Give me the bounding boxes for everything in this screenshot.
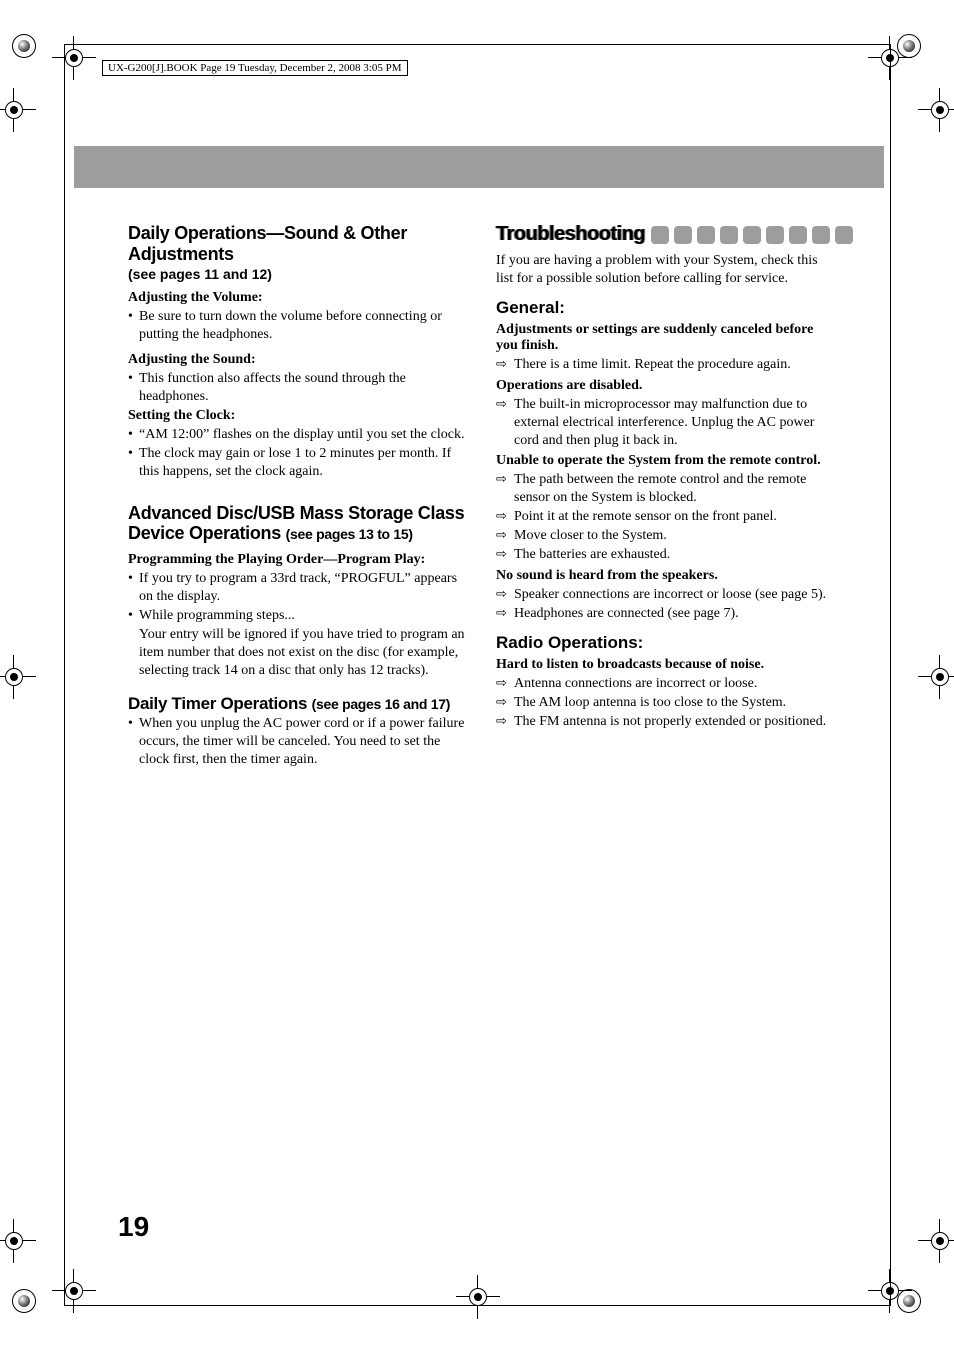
- troubleshooting-title: Troubleshooting: [496, 223, 645, 246]
- problem: Adjustments or settings are suddenly can…: [496, 322, 838, 354]
- cross-left-bot: [0, 1219, 36, 1263]
- solution: The batteries are exhausted.: [496, 546, 838, 564]
- section-title: Advanced Disc/USB Mass Storage Class Dev…: [128, 503, 470, 544]
- dot-icon: [743, 226, 761, 244]
- section-title: Daily Operations—Sound & Other Adjustmen…: [128, 223, 470, 264]
- problem: Operations are disabled.: [496, 378, 838, 394]
- right-column: Troubleshooting If you are having a prob…: [496, 223, 838, 770]
- solution: Speaker connections are incorrect or loo…: [496, 586, 838, 604]
- left-column: Daily Operations—Sound & Other Adjustmen…: [128, 223, 470, 770]
- bullet: “AM 12:00” flashes on the display until …: [128, 426, 470, 444]
- cross-left: [0, 88, 36, 132]
- dot-icon: [812, 226, 830, 244]
- solution: The AM loop antenna is too close to the …: [496, 694, 838, 712]
- section-title: Daily Timer Operations (see pages 16 and…: [128, 694, 470, 714]
- section-title-text: Daily Timer Operations: [128, 694, 307, 713]
- solution: Headphones are connected (see page 7).: [496, 605, 838, 623]
- solution: The built-in microprocessor may malfunct…: [496, 396, 838, 450]
- section-sub: (see pages 16 and 17): [312, 696, 450, 712]
- section-sub: (see pages 13 to 15): [286, 526, 413, 542]
- subheading: Setting the Clock:: [128, 408, 470, 424]
- decorative-dots: [651, 226, 853, 244]
- intro-text: If you are having a problem with your Sy…: [496, 252, 838, 288]
- reg-bottom-left: [12, 1289, 36, 1313]
- bullet: When you unplug the AC power cord or if …: [128, 715, 470, 769]
- subsection-title: Radio Operations:: [496, 633, 838, 653]
- book-info: UX-G200[J].BOOK Page 19 Tuesday, Decembe…: [102, 60, 408, 76]
- dot-icon: [766, 226, 784, 244]
- solution: The FM antenna is not properly extended …: [496, 713, 838, 731]
- dot-icon: [835, 226, 853, 244]
- solution: Point it at the remote sensor on the fro…: [496, 508, 838, 526]
- dot-icon: [789, 226, 807, 244]
- header-band: [74, 146, 884, 188]
- solution: Move closer to the System.: [496, 527, 838, 545]
- troubleshooting-header: Troubleshooting: [496, 223, 838, 246]
- solution: Antenna connections are incorrect or loo…: [496, 675, 838, 693]
- bullet: If you try to program a 33rd track, “PRO…: [128, 570, 470, 606]
- bullet: While programming steps...: [128, 607, 470, 625]
- problem: Hard to listen to broadcasts because of …: [496, 657, 838, 673]
- solution: The path between the remote control and …: [496, 471, 838, 507]
- cross-right-bot: [918, 1219, 954, 1263]
- dot-icon: [674, 226, 692, 244]
- solution: There is a time limit. Repeat the proced…: [496, 356, 838, 374]
- subheading: Programming the Playing Order—Program Pl…: [128, 552, 470, 568]
- page-number: 19: [118, 1211, 149, 1243]
- bullet: This function also affects the sound thr…: [128, 370, 470, 406]
- cross-right-mid: [918, 655, 954, 699]
- subheading: Adjusting the Sound:: [128, 352, 470, 368]
- dot-icon: [720, 226, 738, 244]
- problem: No sound is heard from the speakers.: [496, 568, 838, 584]
- bullet-continuation: Your entry will be ignored if you have t…: [128, 626, 470, 680]
- bullet: Be sure to turn down the volume before c…: [128, 308, 470, 344]
- subsection-title: General:: [496, 298, 838, 318]
- section-sub: (see pages 11 and 12): [128, 266, 470, 282]
- cross-left-mid: [0, 655, 36, 699]
- content-area: Daily Operations—Sound & Other Adjustmen…: [128, 223, 838, 770]
- reg-top-left: [12, 34, 36, 58]
- dot-icon: [651, 226, 669, 244]
- dot-icon: [697, 226, 715, 244]
- bullet: The clock may gain or lose 1 to 2 minute…: [128, 445, 470, 481]
- subheading: Adjusting the Volume:: [128, 290, 470, 306]
- problem: Unable to operate the System from the re…: [496, 453, 838, 469]
- cross-right: [918, 88, 954, 132]
